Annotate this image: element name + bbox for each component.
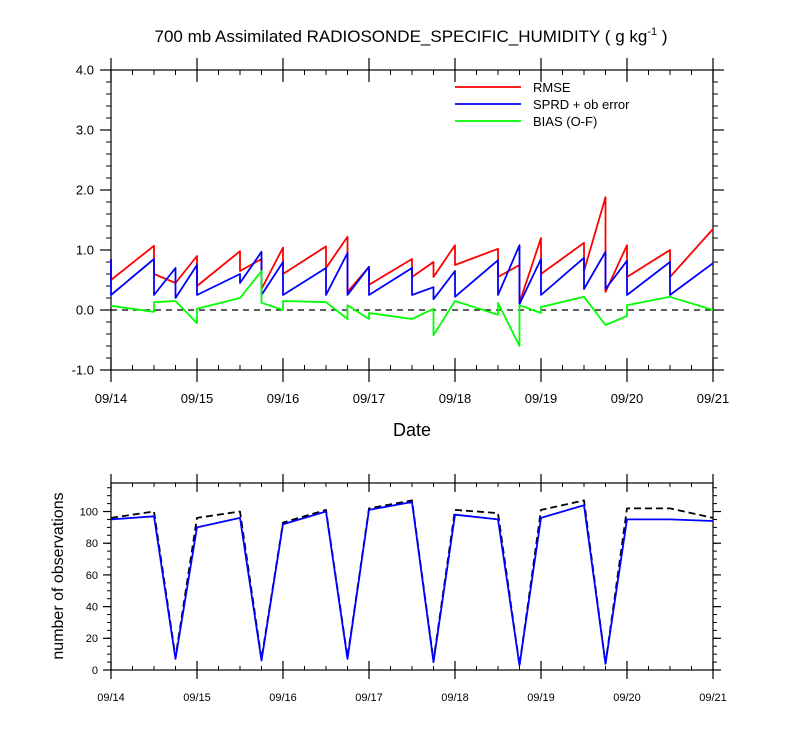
series-line-sprd-ob-error bbox=[110, 244, 714, 305]
x-tick-label: 09/14 bbox=[95, 391, 128, 406]
x-tick-label: 09/19 bbox=[527, 692, 555, 704]
y-tick-label: 2.0 bbox=[76, 183, 94, 198]
x-tick-label: 09/21 bbox=[699, 692, 727, 704]
legend-label: SPRD + ob error bbox=[533, 97, 630, 112]
x-tick-label: 09/16 bbox=[269, 692, 297, 704]
plot-frame bbox=[110, 69, 714, 371]
x-tick-label: 09/15 bbox=[183, 692, 211, 704]
x-tick-label: 09/20 bbox=[613, 692, 641, 704]
x-tick-label: 09/18 bbox=[439, 391, 472, 406]
x-tick-label: 09/15 bbox=[181, 391, 214, 406]
x-tick-label: 09/17 bbox=[355, 692, 383, 704]
legend-label: RMSE bbox=[533, 80, 571, 95]
x-tick-label: 09/14 bbox=[97, 692, 125, 704]
y-tick-label: 4.0 bbox=[76, 63, 94, 78]
y-tick-label: 100 bbox=[80, 506, 98, 518]
series-line-possible bbox=[110, 499, 714, 667]
series-line-bias-o-f bbox=[110, 270, 714, 347]
y-tick-label: 20 bbox=[86, 633, 98, 645]
top-chart: 09/14 09/15 09/16 09/17 09/18 09/19 09/20 09/21… bbox=[72, 58, 730, 406]
y-tick-label: 1.0 bbox=[76, 243, 94, 258]
y-tick-label: 40 bbox=[86, 601, 98, 613]
chart-title-superscript: -1 bbox=[647, 26, 657, 38]
x-tick-label: 09/19 bbox=[525, 391, 558, 406]
x-tick-label: 09/18 bbox=[441, 692, 469, 704]
chart-title-main: 700 mb Assimilated RADIOSONDE_SPECIFIC_H… bbox=[155, 27, 648, 46]
x-tick-label: 09/16 bbox=[267, 391, 300, 406]
y-tick-label: 3.0 bbox=[76, 123, 94, 138]
x-tick-label: 09/21 bbox=[697, 391, 730, 406]
plot-frame bbox=[110, 482, 714, 671]
chart-title-end: ) bbox=[657, 27, 667, 46]
y-tick-label: 80 bbox=[86, 538, 98, 550]
y-tick-label: -1.0 bbox=[72, 363, 94, 378]
series-line-assimilated bbox=[110, 501, 714, 667]
y-tick-label: 0.0 bbox=[76, 303, 94, 318]
x-tick-label: 09/17 bbox=[353, 391, 386, 406]
legend-label: BIAS (O-F) bbox=[533, 114, 597, 129]
y-axis-label-observations: number of observations bbox=[50, 492, 67, 659]
chart-title: 700 mb Assimilated RADIOSONDE_SPECIFIC_H… bbox=[155, 26, 668, 46]
bottom-chart: 09/14 09/15 09/16 09/17 09/18 09/19 09/20 09/21… bbox=[80, 474, 727, 704]
y-tick-label: 0 bbox=[92, 665, 98, 677]
x-axis-label: Date bbox=[393, 420, 431, 440]
y-tick-label: 60 bbox=[86, 570, 98, 582]
x-tick-label: 09/20 bbox=[611, 391, 644, 406]
